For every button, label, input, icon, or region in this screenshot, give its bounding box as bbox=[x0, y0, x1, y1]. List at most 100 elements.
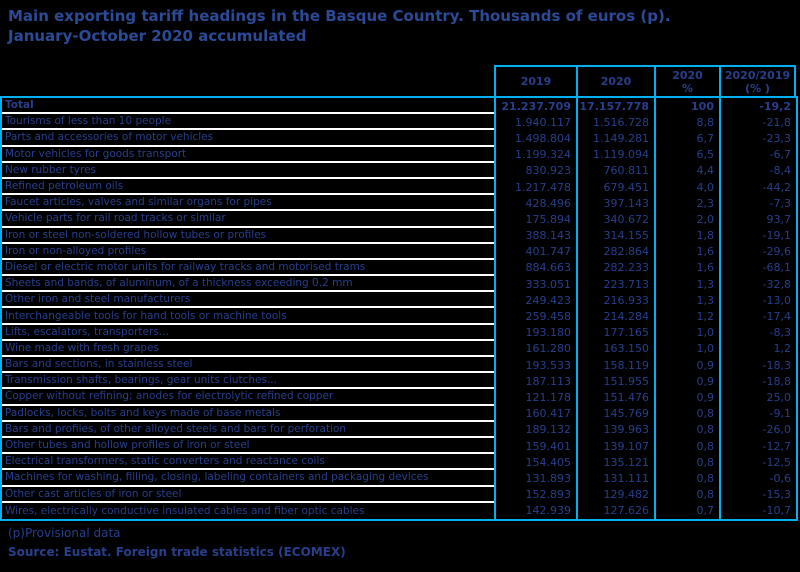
pct-2020-cell: 1,6 bbox=[654, 243, 719, 260]
change-2020-2019-cell: -23,3 bbox=[719, 130, 796, 147]
pct-2020-cell: 0,7 bbox=[654, 502, 719, 519]
value-2020-cell: 1.119.094 bbox=[576, 146, 654, 163]
change-2020-2019-cell: -10,7 bbox=[719, 502, 796, 519]
value-2020-cell: 1.149.281 bbox=[576, 130, 654, 147]
pct-2020-cell: 2,0 bbox=[654, 211, 719, 228]
row-label-cell: Tourisms of less than 10 people bbox=[2, 114, 494, 131]
value-2019-cell: 333.051 bbox=[494, 276, 576, 293]
change-2020-2019-cell: -68,1 bbox=[719, 259, 796, 277]
value-2020-cell: 127.626 bbox=[576, 502, 654, 519]
pct-2020-cell: 0,8 bbox=[654, 405, 719, 422]
table-row: Vehicle parts for rail road tracks or si… bbox=[2, 211, 796, 228]
row-label-cell: Other cast articles of iron or steel bbox=[2, 487, 494, 503]
pct-2020-cell: 1,3 bbox=[654, 292, 719, 309]
change-2020-2019-cell: -26,0 bbox=[719, 421, 796, 438]
table-row: Interchangeable tools for hand tools or … bbox=[2, 308, 796, 325]
value-2020-cell: 17.157.778 bbox=[576, 98, 654, 115]
change-2020-2019-cell: -6,7 bbox=[719, 146, 796, 163]
table-row: Iron or steel non-soldered hollow tubes … bbox=[2, 227, 796, 244]
figure-title-line1: Main exporting tariff headings in the Ba… bbox=[8, 7, 671, 25]
change-2020-2019-cell: -12,5 bbox=[719, 454, 796, 471]
table-row: Tourisms of less than 10 people 1.940.117… bbox=[2, 114, 796, 131]
table-body: Total 21.237.709 17.157.778 100 -19,2 Tourism… bbox=[0, 96, 798, 521]
pct-2020-cell: 0,9 bbox=[654, 357, 719, 374]
change-2020-2019-cell: -8,3 bbox=[719, 324, 796, 341]
table-row: New rubber tyres 830.923 760.811 4,4 -8,4 bbox=[2, 162, 796, 179]
table-row: Total 21.237.709 17.157.778 100 -19,2 bbox=[2, 98, 796, 115]
row-label-cell: Machines for washing, filling, closing, … bbox=[2, 470, 494, 487]
pct-2020-cell: 1,8 bbox=[654, 227, 719, 244]
table-row: Copper without refining; anodes for elec… bbox=[2, 389, 796, 406]
row-label-cell: Diesel or electric motor units for railw… bbox=[2, 260, 494, 277]
figure-title-line2: January-October 2020 accumulated bbox=[8, 27, 307, 45]
row-label-cell: Total bbox=[2, 98, 494, 115]
value-2020-cell: 1.516.728 bbox=[576, 114, 654, 131]
pct-2020-cell: 0,8 bbox=[654, 486, 719, 503]
value-2020-cell: 340.672 bbox=[576, 211, 654, 228]
value-2020-cell: 151.476 bbox=[576, 389, 654, 406]
pct-2020-cell: 6,5 bbox=[654, 146, 719, 163]
value-2019-cell: 193.533 bbox=[494, 357, 576, 374]
change-2020-2019-cell: 1,2 bbox=[719, 340, 796, 357]
value-2019-cell: 193.180 bbox=[494, 324, 576, 341]
row-label-cell: Padlocks, locks, bolts and keys made of … bbox=[2, 406, 494, 422]
value-2020-cell: 314.155 bbox=[576, 227, 654, 244]
table-row: Faucet articles, valves and similar orga… bbox=[2, 195, 796, 212]
change-2020-2019-cell: -7,3 bbox=[719, 195, 796, 212]
value-2019-cell: 154.405 bbox=[494, 454, 576, 471]
row-label-cell: Refined petroleum oils bbox=[2, 179, 494, 196]
row-label-cell: Vehicle parts for rail road tracks or si… bbox=[2, 211, 494, 228]
value-2020-cell: 177.165 bbox=[576, 324, 654, 341]
value-2020-cell: 139.107 bbox=[576, 437, 654, 455]
value-2020-cell: 151.955 bbox=[576, 373, 654, 390]
table-row: Refined petroleum oils 1.217.478 679.451 4,… bbox=[2, 178, 796, 196]
table-row: Parts and accessories of motor vehicles 1… bbox=[2, 130, 796, 147]
value-2019-cell: 249.423 bbox=[494, 292, 576, 309]
column-header-2020-2019-change: 2020/2019 (% ) bbox=[719, 65, 796, 96]
value-2019-cell: 152.893 bbox=[494, 486, 576, 503]
value-2020-cell: 282.233 bbox=[576, 259, 654, 277]
row-label-cell: Iron or steel non-soldered hollow tubes … bbox=[2, 228, 494, 244]
value-2020-cell: 131.111 bbox=[576, 470, 654, 487]
value-2020-cell: 760.811 bbox=[576, 162, 654, 179]
value-2019-cell: 160.417 bbox=[494, 405, 576, 422]
column-header-2019: 2019 bbox=[494, 65, 576, 96]
value-2019-cell: 161.280 bbox=[494, 340, 576, 357]
row-label-cell: Bars and sections, in stainless steel bbox=[2, 357, 494, 374]
change-2020-2019-cell: -19,2 bbox=[719, 98, 796, 115]
table-row: Electrical transformers, static converte… bbox=[2, 454, 796, 471]
change-2020-2019-cell: -15,3 bbox=[719, 486, 796, 503]
value-2019-cell: 189.132 bbox=[494, 421, 576, 438]
pct-2020-cell: 0,9 bbox=[654, 389, 719, 406]
value-2019-cell: 428.496 bbox=[494, 195, 576, 212]
row-label-cell: Motor vehicles for goods transport bbox=[2, 147, 494, 163]
row-label-cell: Faucet articles, valves and similar orga… bbox=[2, 195, 494, 212]
value-2019-cell: 187.113 bbox=[494, 373, 576, 390]
row-label-cell: Lifts, escalators, transporters... bbox=[2, 325, 494, 341]
row-label-cell: Wine made with fresh grapes bbox=[2, 341, 494, 357]
table-row: Other iron and steel manufacturers 249.42… bbox=[2, 292, 796, 309]
value-2019-cell: 1.498.804 bbox=[494, 130, 576, 147]
value-2019-cell: 1.940.117 bbox=[494, 114, 576, 131]
value-2019-cell: 884.663 bbox=[494, 259, 576, 277]
table-row: Iron or non-alloyed profiles 401.747 282.8… bbox=[2, 243, 796, 260]
row-label-cell: Electrical transformers, static converte… bbox=[2, 454, 494, 471]
value-2019-cell: 142.939 bbox=[494, 502, 576, 519]
table-row: Other tubes and hollow profiles of iron … bbox=[2, 437, 796, 455]
table-row: Bars and sections, in stainless steel 193… bbox=[2, 357, 796, 374]
table-row: Transmission shafts, bearings, gear unit… bbox=[2, 373, 796, 390]
table-header-spacer bbox=[0, 65, 494, 96]
pct-2020-cell: 4,0 bbox=[654, 178, 719, 196]
pct-2020-cell: 8,8 bbox=[654, 114, 719, 131]
row-label-cell: Other iron and steel manufacturers bbox=[2, 292, 494, 309]
pct-2020-cell: 100 bbox=[654, 98, 719, 115]
table-row: Lifts, escalators, transporters... 193.18… bbox=[2, 324, 796, 341]
change-2020-2019-cell: -21,8 bbox=[719, 114, 796, 131]
pct-2020-cell: 1,3 bbox=[654, 276, 719, 293]
change-2020-2019-cell: 93,7 bbox=[719, 211, 796, 228]
change-2020-2019-cell: -9,1 bbox=[719, 405, 796, 422]
value-2020-cell: 679.451 bbox=[576, 178, 654, 196]
pct-2020-cell: 4,4 bbox=[654, 162, 719, 179]
value-2020-cell: 282.864 bbox=[576, 243, 654, 260]
pct-2020-cell: 6,7 bbox=[654, 130, 719, 147]
